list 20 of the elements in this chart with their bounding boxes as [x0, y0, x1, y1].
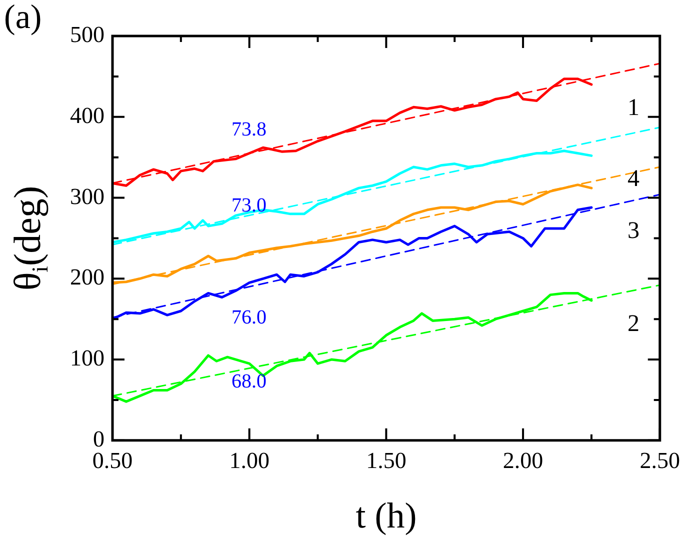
- y-tick-label: 200: [70, 264, 104, 290]
- x-tick-label: 1.50: [366, 448, 406, 474]
- y-tick-label: 300: [70, 184, 104, 209]
- y-tick-label: 400: [70, 102, 104, 128]
- y-tick-label: 500: [70, 22, 104, 48]
- y-axis-title: θi(deg): [6, 186, 52, 291]
- text: (a): [4, 0, 42, 36]
- annotation: 73.0: [232, 194, 266, 216]
- x-tick-label: 2.50: [640, 448, 680, 474]
- x-tick-label: 2.00: [502, 448, 544, 474]
- series-label: 2: [627, 310, 640, 337]
- series-label: 3: [627, 218, 640, 244]
- annotation: 73.8: [232, 118, 266, 140]
- annotation: 68.0: [232, 370, 266, 392]
- x-axis-title: t (h): [356, 495, 417, 536]
- x-tick-label: 1.00: [229, 448, 270, 474]
- y-tick-label: 100: [70, 346, 104, 371]
- series-label: 4: [627, 166, 640, 192]
- annotation: 76.0: [232, 306, 266, 328]
- series-label: 1: [627, 94, 640, 121]
